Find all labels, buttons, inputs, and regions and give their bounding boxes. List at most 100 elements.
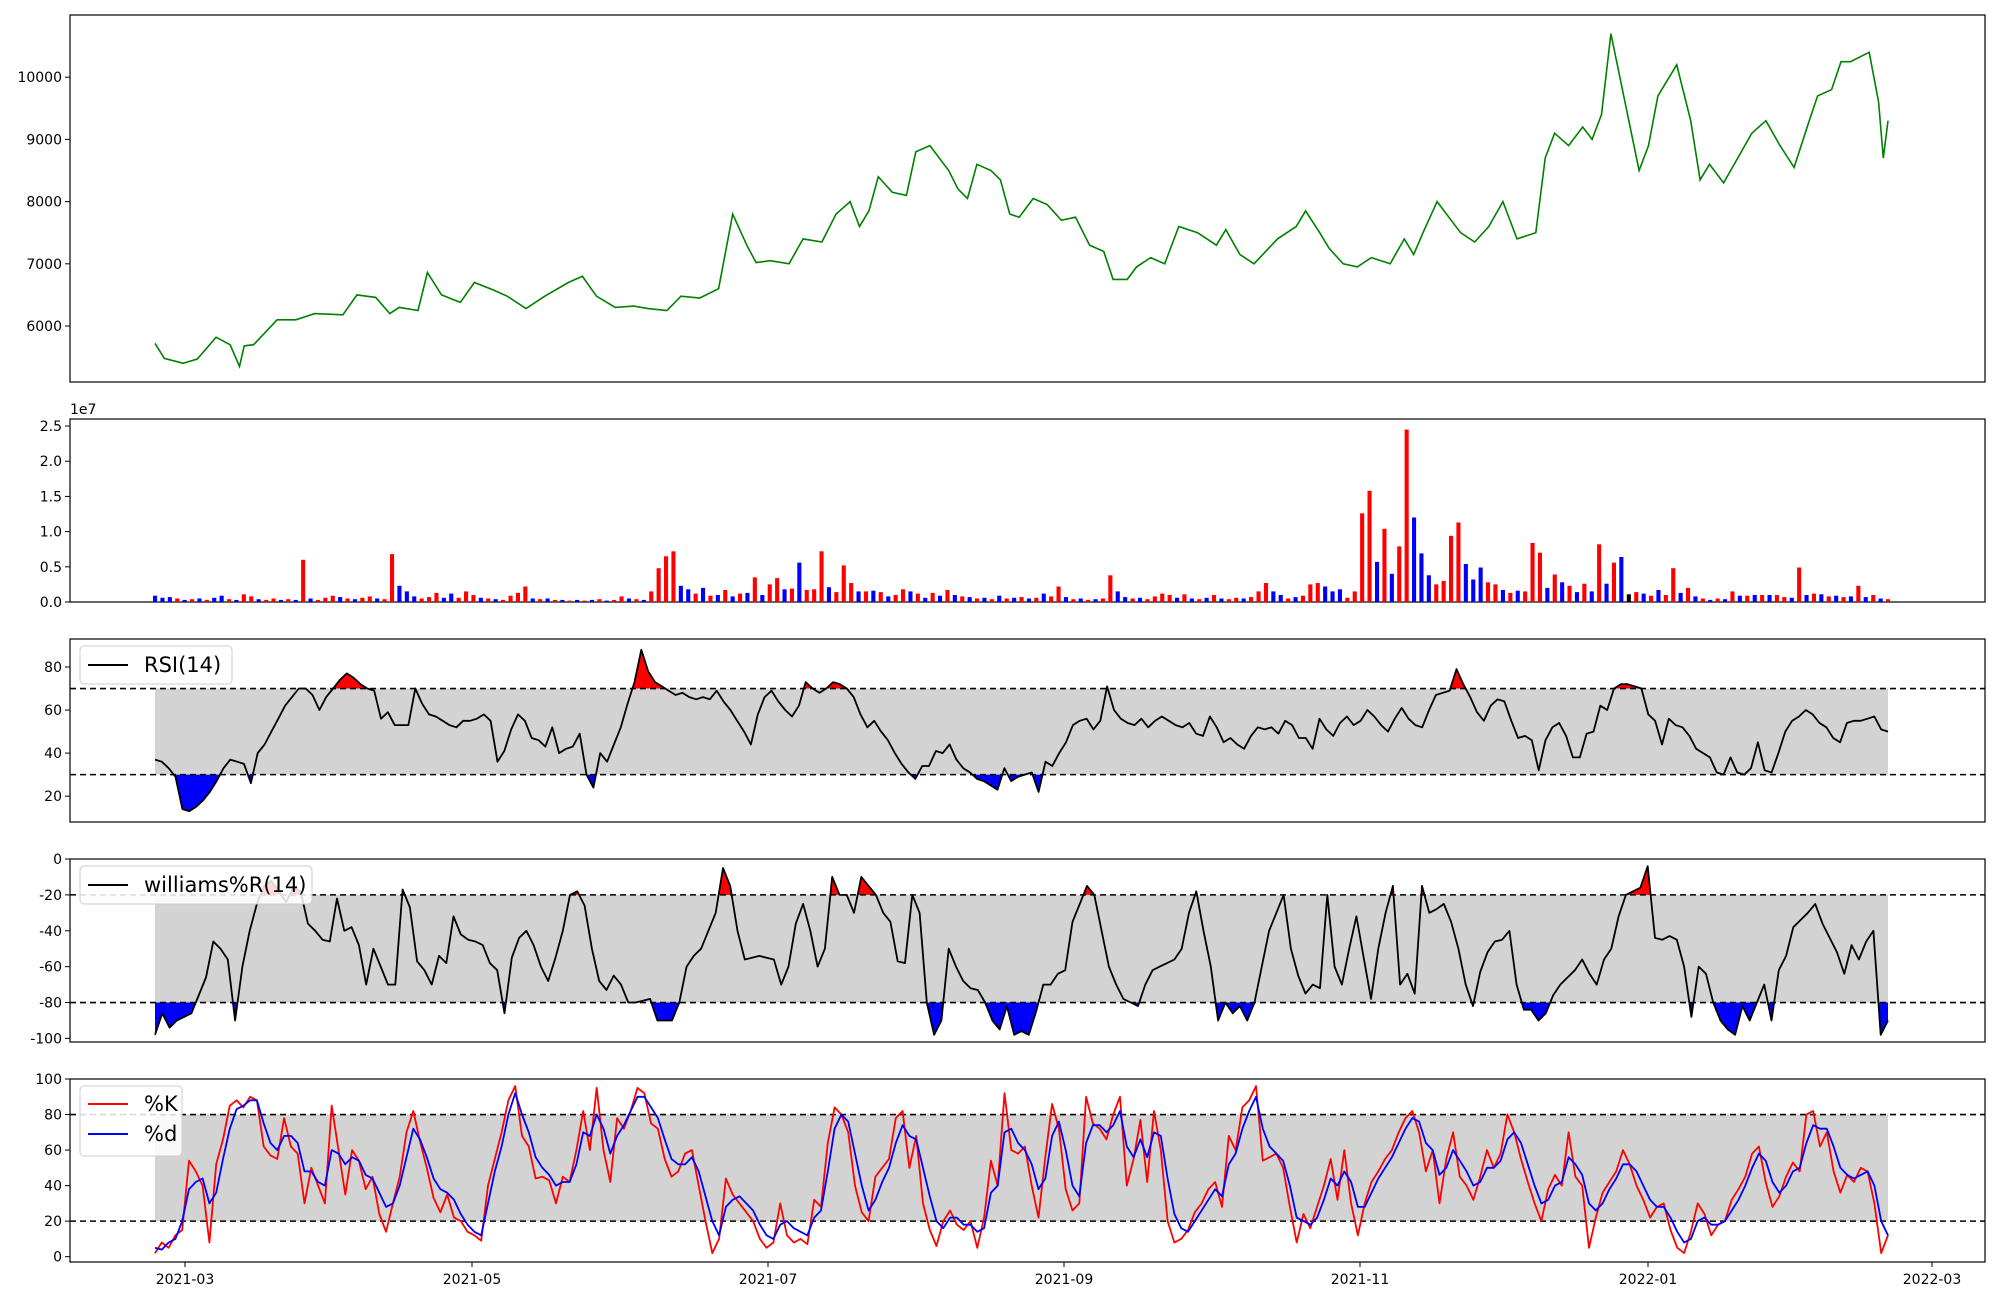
volume-bar xyxy=(427,597,432,602)
rsi-yticks: 20 40 60 80 xyxy=(44,660,70,805)
volume-bar xyxy=(360,597,365,602)
volume-bar xyxy=(1641,593,1646,602)
y-tick-label: 100 xyxy=(35,1072,62,1088)
y-tick-label: 80 xyxy=(44,1108,62,1124)
price-series-line xyxy=(154,33,1889,369)
volume-bar xyxy=(1138,597,1143,602)
y-tick-label: 80 xyxy=(44,660,62,676)
volume-bar xyxy=(456,597,461,602)
volume-bar xyxy=(1626,594,1631,602)
volume-bar xyxy=(1745,595,1750,602)
volume-bar xyxy=(1175,597,1180,602)
volume-bar xyxy=(1693,596,1698,602)
volume-bar xyxy=(686,589,691,602)
volume-bar xyxy=(1886,599,1891,602)
stochastic-yticks: 0 20 40 60 80 100 xyxy=(35,1072,70,1266)
williams-r-plot-frame xyxy=(69,858,1986,1043)
volume-bar-marks xyxy=(153,429,1891,603)
stochastic-legend-label-k: %K xyxy=(144,1092,179,1116)
y-tick-label: -20 xyxy=(39,888,62,904)
volume-bar xyxy=(1278,595,1283,602)
y-tick-label: 0 xyxy=(53,1250,62,1266)
volume-bar xyxy=(153,595,158,602)
volume-bar xyxy=(412,596,417,602)
series-line xyxy=(154,1092,1889,1251)
threshold-band xyxy=(155,894,1888,1003)
y-tick-label: 1.0 xyxy=(40,525,62,541)
volume-bar xyxy=(1789,597,1794,602)
volume-bar xyxy=(715,595,720,602)
price-panel: 6000 7000 8000 9000 10000 xyxy=(17,14,1986,383)
volume-bar xyxy=(960,596,965,602)
volume-bar xyxy=(782,589,787,602)
volume-bar xyxy=(338,597,343,602)
volume-bar xyxy=(330,595,335,602)
volume-bar xyxy=(449,593,454,602)
volume-bar xyxy=(908,591,913,602)
volume-bar xyxy=(708,595,713,602)
volume-bar xyxy=(1574,592,1579,602)
volume-bar xyxy=(560,599,565,602)
y-tick-label: 20 xyxy=(44,1214,62,1230)
volume-bar xyxy=(834,592,839,602)
y-tick-label: -80 xyxy=(39,996,62,1012)
volume-bar xyxy=(849,583,854,602)
volume-bar xyxy=(604,600,609,602)
volume-bar xyxy=(538,599,543,602)
volume-bar xyxy=(478,597,483,602)
volume-bar xyxy=(1434,584,1439,602)
volume-bar xyxy=(1093,599,1098,602)
volume-bar xyxy=(752,577,757,602)
volume-bar xyxy=(1123,597,1128,602)
volume-bar xyxy=(863,591,868,602)
volume-bar xyxy=(1426,575,1431,602)
volume-bar xyxy=(160,597,165,602)
volume-bar xyxy=(575,599,580,602)
volume-bar xyxy=(545,598,550,602)
volume-bar xyxy=(1567,585,1572,602)
rsi-panel: 20 40 60 80 RSI(14) xyxy=(44,638,1986,823)
williams-r-line-marks xyxy=(70,865,1985,1036)
volume-bar xyxy=(404,591,409,602)
volume-bar xyxy=(1782,597,1787,602)
volume-bar xyxy=(878,592,883,602)
volume-bar xyxy=(227,599,232,602)
volume-bar xyxy=(1249,597,1254,602)
volume-bar xyxy=(1871,595,1876,602)
volume-bar xyxy=(1686,587,1691,602)
volume-bar xyxy=(1463,564,1468,602)
volume-bar xyxy=(234,599,239,602)
volume-bar xyxy=(804,590,809,602)
volume-bar xyxy=(471,595,476,602)
volume-bar xyxy=(641,599,646,602)
rsi-legend-label: RSI(14) xyxy=(144,653,221,677)
volume-bar xyxy=(1804,595,1809,602)
volume-bar xyxy=(649,591,654,602)
volume-bar xyxy=(826,587,831,602)
volume-bar xyxy=(1352,591,1357,602)
williams-r-panel: 0 -20 -40 -60 -80 -100 williams%R(14) xyxy=(30,852,1986,1047)
volume-bar xyxy=(1715,598,1720,602)
volume-bar xyxy=(975,598,980,602)
y-tick-label: 1.5 xyxy=(40,489,62,505)
y-tick-label: 9000 xyxy=(26,132,62,148)
volume-bar xyxy=(1034,597,1039,602)
williams-r-legend-label: williams%R(14) xyxy=(144,873,306,897)
volume-bar xyxy=(1360,513,1365,602)
stochastic-plot-frame xyxy=(69,1078,1986,1263)
volume-bar xyxy=(1597,544,1602,602)
volume-yticks: 0.0 0.5 1.0 1.5 2.0 2.5 xyxy=(40,419,70,611)
volume-bar xyxy=(701,587,706,602)
volume-bar xyxy=(1204,597,1209,602)
volume-bar xyxy=(723,590,728,602)
volume-bar xyxy=(382,599,387,602)
volume-bar xyxy=(1100,598,1105,602)
volume-bar xyxy=(501,599,506,602)
volume-bar xyxy=(1367,490,1372,602)
volume-bar xyxy=(241,594,246,602)
williams-r-yticks: 0 -20 -40 -60 -80 -100 xyxy=(30,852,70,1047)
volume-bar xyxy=(797,562,802,602)
volume-bar xyxy=(760,595,765,602)
volume-bar xyxy=(1071,599,1076,602)
volume-bar xyxy=(390,554,395,602)
